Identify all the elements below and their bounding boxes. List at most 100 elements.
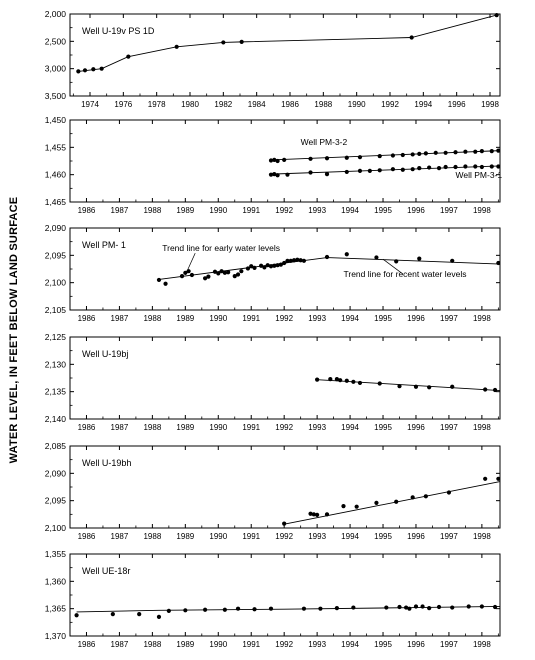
series-1 xyxy=(282,476,501,526)
y-tick-label: 1,460 xyxy=(45,170,67,180)
data-point xyxy=(344,378,349,383)
data-point xyxy=(357,168,363,173)
data-point xyxy=(410,152,415,157)
x-tick-label: 1986 xyxy=(78,640,96,649)
data-point xyxy=(377,168,382,173)
data-point xyxy=(453,164,458,170)
data-point xyxy=(285,172,290,177)
trend-line xyxy=(76,606,501,613)
data-point xyxy=(446,490,452,495)
x-tick-label: 1998 xyxy=(473,640,491,649)
x-tick-label: 1990 xyxy=(348,100,366,109)
x-tick-label: 1978 xyxy=(148,100,166,109)
x-tick-label: 1995 xyxy=(374,423,392,432)
data-point xyxy=(235,272,241,277)
well-title: Well UE-18r xyxy=(82,566,130,576)
data-point xyxy=(278,262,283,267)
x-tick-label: 1986 xyxy=(78,532,96,541)
series-1 xyxy=(268,148,501,164)
data-point xyxy=(275,158,280,164)
data-point xyxy=(443,150,448,155)
y-tick-label: 2,100 xyxy=(45,278,67,288)
data-point xyxy=(400,167,405,172)
data-point xyxy=(463,164,468,169)
x-tick-label: 1988 xyxy=(143,423,161,432)
data-point xyxy=(166,608,171,613)
x-tick-label: 1995 xyxy=(374,532,392,541)
series-1 xyxy=(74,604,501,619)
data-point xyxy=(183,270,188,275)
series-1 xyxy=(315,376,501,393)
data-point xyxy=(334,376,339,382)
data-point xyxy=(436,166,442,171)
data-point xyxy=(427,385,432,390)
data-point xyxy=(341,504,346,509)
data-point xyxy=(291,258,297,263)
data-point xyxy=(82,68,88,73)
x-tick-label: 1993 xyxy=(308,640,326,649)
y-tick-label: 1,455 xyxy=(45,142,67,152)
x-tick-label: 1994 xyxy=(341,314,359,323)
y-tick-label: 2,085 xyxy=(45,441,67,451)
x-tick-label: 1996 xyxy=(407,314,425,323)
x-tick-label: 1996 xyxy=(448,100,466,109)
x-tick-label: 1990 xyxy=(209,532,227,541)
x-tick-label: 1994 xyxy=(341,640,359,649)
data-point xyxy=(344,169,349,175)
data-point xyxy=(282,157,287,163)
data-point xyxy=(311,512,316,517)
x-tick-label: 1990 xyxy=(209,423,227,432)
data-point xyxy=(298,258,303,263)
trend-line xyxy=(284,481,501,525)
annotation-label: Trend line for early water levels xyxy=(162,243,280,253)
data-point xyxy=(174,44,179,49)
data-point xyxy=(324,254,330,260)
chart-panel-1: 2,000 2,500 3,000 3,500 1974 1976 1978 1980 1982… xyxy=(45,9,501,109)
x-tick-label: 1990 xyxy=(209,206,227,215)
data-point xyxy=(301,606,307,611)
data-point xyxy=(351,379,356,384)
data-point xyxy=(76,69,81,74)
data-point xyxy=(390,167,396,172)
data-point xyxy=(496,260,501,266)
data-point xyxy=(265,263,270,268)
x-tick-label: 1982 xyxy=(214,100,232,109)
data-point xyxy=(202,607,208,612)
data-point xyxy=(137,612,142,617)
data-point xyxy=(163,281,168,286)
data-point xyxy=(183,608,188,613)
x-tick-label: 1992 xyxy=(275,640,293,649)
x-tick-label: 1997 xyxy=(440,206,458,215)
y-tick-label: 1,360 xyxy=(45,576,67,586)
data-point xyxy=(216,271,221,276)
x-tick-label: 1994 xyxy=(341,423,359,432)
y-tick-label: 1,450 xyxy=(45,115,67,125)
data-point xyxy=(262,265,267,270)
data-point xyxy=(394,259,399,264)
data-point xyxy=(466,604,471,609)
chart-panel-3: 2,090 2,095 2,100 2,105 1986 1987 1988 1989 1990… xyxy=(45,223,501,323)
data-point xyxy=(318,606,323,611)
x-tick-label: 1998 xyxy=(473,314,491,323)
data-point xyxy=(413,384,419,389)
data-point xyxy=(239,269,244,274)
x-tick-label: 1986 xyxy=(78,314,96,323)
data-point xyxy=(489,164,494,169)
data-point xyxy=(479,164,484,170)
series-2 xyxy=(268,164,501,178)
data-point xyxy=(483,387,488,392)
data-point xyxy=(219,269,224,274)
data-point xyxy=(285,258,290,263)
data-point xyxy=(377,153,382,159)
x-tick-label: 1996 xyxy=(407,206,425,215)
data-point xyxy=(308,170,313,175)
data-point xyxy=(410,167,415,172)
data-point xyxy=(268,606,274,611)
data-point xyxy=(268,264,274,269)
x-tick-label: 1992 xyxy=(275,423,293,432)
x-tick-label: 1989 xyxy=(176,640,194,649)
series-1 xyxy=(76,12,499,74)
data-point xyxy=(473,149,478,154)
x-tick-label: 1974 xyxy=(81,100,99,109)
x-tick-label: 1995 xyxy=(374,206,392,215)
